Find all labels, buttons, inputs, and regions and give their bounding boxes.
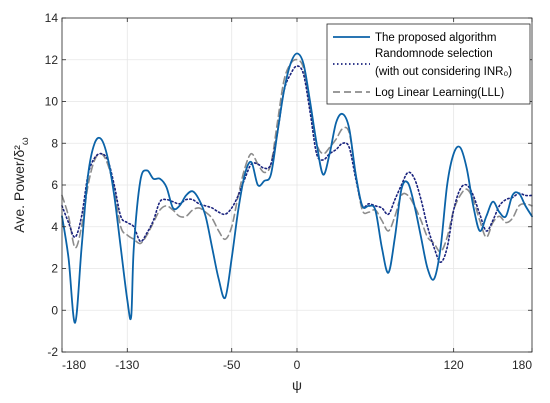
y-axis-label-main: Ave. Power/δ²	[11, 145, 27, 233]
series-lines	[61, 52, 533, 324]
legend-label-proposed: The proposed algorithm	[375, 32, 496, 44]
y-tick-label: 2	[51, 262, 58, 276]
y-tick-label: 8	[51, 136, 58, 150]
y-tick-label: 4	[51, 220, 58, 234]
series-line-proposed	[61, 52, 533, 324]
axis-ticks: -2 0 2 4 6 8 10 12 14 -180 -130 -50 0 120 180	[45, 11, 533, 372]
x-tick-label: -180	[62, 358, 86, 372]
y-tick-label: 12	[45, 53, 59, 67]
legend-label-random-line2: (with out considering INR₀)	[375, 66, 512, 78]
x-tick-label: 0	[294, 358, 301, 372]
x-tick-label: -50	[223, 358, 241, 372]
series-line-random	[61, 65, 533, 264]
y-tick-label: -2	[47, 345, 58, 359]
y-axis-label: Ave. Power/δ²ω	[11, 137, 31, 233]
legend-item-proposed: The proposed algorithm	[333, 32, 496, 44]
y-tick-label: 0	[51, 303, 58, 317]
y-tick-label: 6	[51, 178, 58, 192]
y-tick-label: 14	[45, 11, 59, 25]
legend-item-random: Randomnode selection (with out consideri…	[333, 48, 512, 78]
legend-label-random-line1: Randomnode selection	[375, 48, 493, 60]
legend-label-lll: Log Linear Learning(LLL)	[375, 87, 504, 99]
x-tick-label: -130	[115, 358, 139, 372]
y-tick-label: 10	[45, 95, 59, 109]
y-axis-label-subscript: ω	[20, 137, 31, 145]
legend-item-lll: Log Linear Learning(LLL)	[333, 87, 504, 99]
x-axis-label: ψ	[292, 377, 302, 393]
legend: The proposed algorithm Randomnode select…	[326, 23, 531, 105]
x-tick-label: 120	[444, 358, 464, 372]
x-tick-label: 180	[512, 358, 532, 372]
